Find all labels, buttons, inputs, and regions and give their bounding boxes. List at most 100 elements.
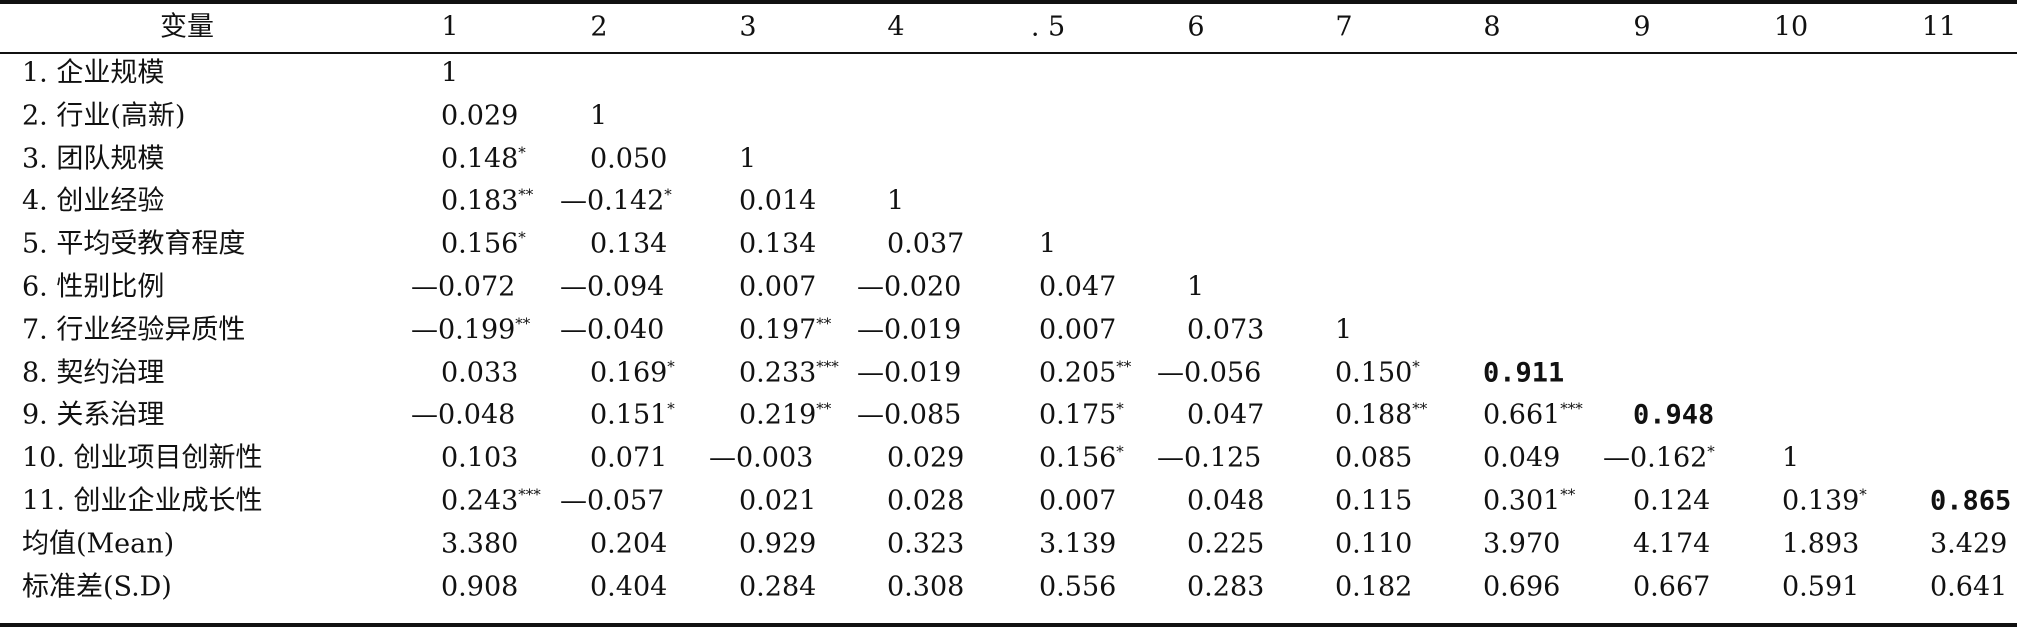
- header-rule: [0, 52, 2017, 54]
- cell-value: 0.156: [1039, 442, 1117, 474]
- row-label: 2. 行业(高新): [22, 100, 186, 132]
- bottom-rule: [0, 623, 2017, 627]
- header-cell: 7: [1335, 11, 1353, 43]
- cell: 0.124: [1633, 488, 1710, 515]
- cell-value: 0.169: [590, 357, 668, 389]
- cell-value: 1.893: [1782, 528, 1860, 560]
- significance: *: [667, 357, 675, 376]
- cell-value: 1: [739, 143, 757, 175]
- significance: *: [518, 228, 526, 247]
- cell-value: 0.911: [1483, 357, 1565, 389]
- cell: 3.970: [1483, 530, 1560, 557]
- cell: 0.037: [887, 231, 964, 258]
- cell-value: 0.225: [1187, 528, 1265, 560]
- cell: 0.150*: [1335, 357, 1420, 389]
- header-cell: 变量: [160, 11, 214, 43]
- cell-value: 1: [1039, 228, 1057, 260]
- cell: 0.047: [1187, 402, 1264, 429]
- cell: 0.047: [1039, 274, 1116, 301]
- row-label: 11. 创业企业成长性: [22, 485, 263, 517]
- significance: **: [518, 185, 534, 204]
- cell-value: 3.380: [441, 528, 519, 560]
- cell-value: 0.301: [1483, 485, 1561, 517]
- cell: 0.033: [441, 359, 518, 386]
- cell-value: 0.029: [887, 442, 965, 474]
- cell: 0.156*: [1039, 442, 1124, 474]
- significance: *: [1707, 442, 1715, 461]
- cell: 1: [590, 102, 607, 129]
- cell-value: 0.047: [1187, 399, 1265, 431]
- cell: 0.156*: [441, 228, 526, 260]
- cell: —0.085: [857, 402, 961, 429]
- cell: 3.429: [1930, 530, 2007, 557]
- cell: 0.175*: [1039, 399, 1124, 431]
- cell: 0.205**: [1039, 359, 1131, 387]
- significance: **: [1412, 399, 1428, 418]
- cell: 1: [1335, 316, 1352, 343]
- cell-value: 0.148: [441, 143, 519, 175]
- cell: 0.865: [1930, 488, 2011, 515]
- row-label: 10. 创业项目创新性: [22, 442, 263, 474]
- cell: 0.085: [1335, 445, 1412, 472]
- cell: 0.050: [590, 145, 667, 172]
- cell-value: 0.283: [1187, 571, 1265, 603]
- cell-value: 0.150: [1335, 357, 1413, 389]
- cell-value: 0.103: [441, 442, 519, 474]
- cell-value: 0.115: [1335, 485, 1413, 517]
- cell-value: —0.040: [560, 314, 665, 346]
- cell: 0.591: [1782, 573, 1859, 600]
- cell: 1: [1782, 445, 1799, 472]
- header-cell: 1: [441, 11, 459, 43]
- cell-value: 0.047: [1039, 271, 1117, 303]
- cell: —0.019: [857, 316, 961, 343]
- cell: 0.007: [739, 274, 816, 301]
- cell-value: 0.204: [590, 528, 668, 560]
- cell-value: 1: [1187, 271, 1205, 303]
- row-label: 均值(Mean): [22, 528, 175, 560]
- cell: 0.219**: [739, 399, 832, 431]
- cell-value: 0.037: [887, 228, 965, 260]
- cell: 0.151*: [590, 401, 675, 429]
- cell: 0.188**: [1335, 399, 1428, 429]
- cell-value: 1: [1335, 314, 1353, 346]
- row-label: 9. 关系治理: [22, 399, 165, 431]
- cell: 3.139: [1039, 530, 1116, 557]
- top-rule: [0, 0, 2017, 4]
- row-label: 7. 行业经验异质性: [22, 314, 246, 346]
- row-label: 1. 企业规模: [22, 57, 165, 89]
- cell-value: 0.085: [1335, 442, 1413, 474]
- cell-value: 0.175: [1039, 399, 1117, 431]
- cell-value: 0.219: [739, 399, 817, 431]
- cell-value: 1: [590, 100, 608, 132]
- cell-value: —0.142: [560, 185, 665, 217]
- cell: 0.183**: [441, 185, 534, 215]
- cell: 0.139*: [1782, 487, 1867, 515]
- cell-value: —0.125: [1157, 442, 1262, 474]
- cell-value: 0.929: [739, 528, 817, 560]
- cell-value: —0.199: [411, 314, 516, 346]
- cell-value: 0.021: [739, 485, 817, 517]
- row-label: 6. 性别比例: [22, 271, 165, 303]
- cell: 0.197**: [739, 316, 831, 344]
- cell-value: —0.094: [560, 271, 665, 303]
- significance: **: [816, 399, 832, 418]
- cell-value: —0.048: [411, 399, 516, 431]
- cell: 0.243***: [441, 487, 541, 515]
- cell-value: 3.139: [1039, 528, 1117, 560]
- cell-value: 1: [1782, 442, 1800, 474]
- cell: —0.057: [560, 488, 664, 515]
- cell: 0.929: [739, 530, 816, 557]
- cell-value: 0.110: [1335, 528, 1413, 560]
- cell: 0.283: [1187, 573, 1264, 600]
- cell: 0.667: [1633, 573, 1710, 600]
- cell: 0.048: [1187, 488, 1264, 515]
- header-cell: 11: [1921, 11, 1957, 43]
- cell-value: 0.048: [1187, 485, 1265, 517]
- cell: —0.142*: [560, 185, 672, 217]
- cell-value: 0.033: [441, 357, 519, 389]
- cell-value: 0.156: [441, 228, 519, 260]
- cell: —0.072: [411, 274, 515, 301]
- cell: 0.115: [1335, 488, 1412, 515]
- cell: 0.404: [590, 573, 667, 600]
- cell-value: 1: [441, 57, 459, 89]
